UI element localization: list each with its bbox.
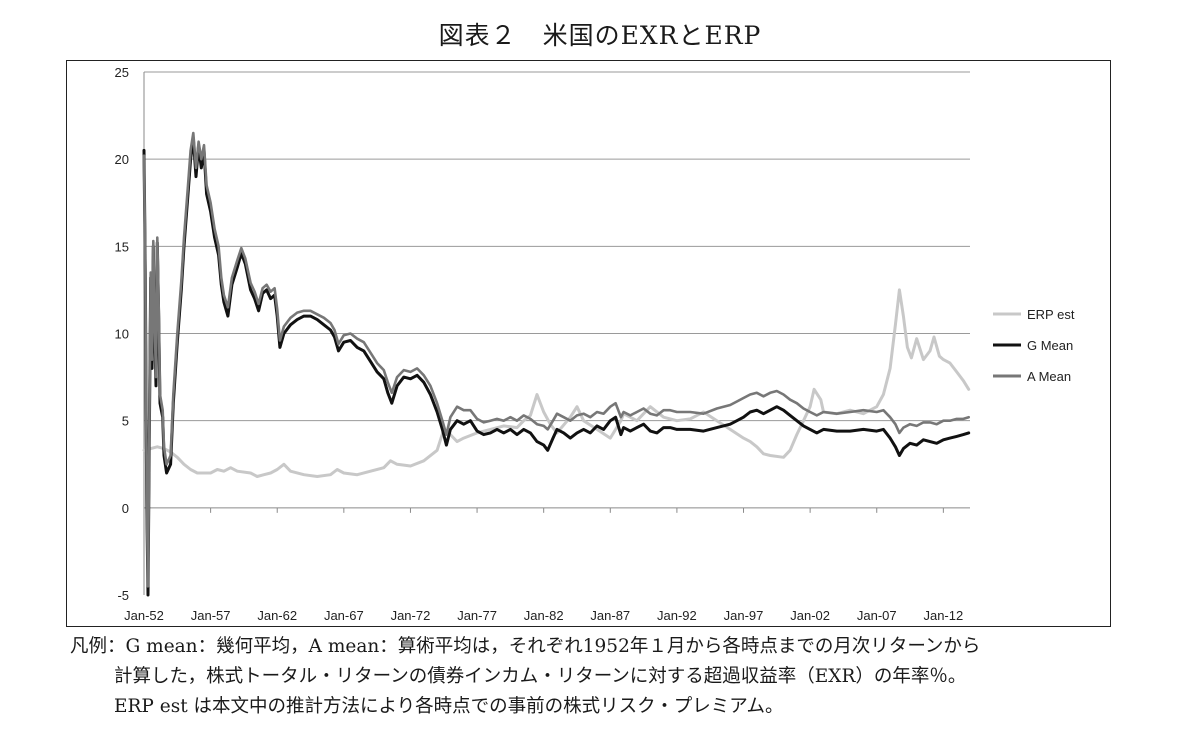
y-tick-label: 5: [122, 414, 129, 429]
x-tick-labels: Jan-52 Jan-57 Jan-62 Jan-67 Jan-72 Jan-77 Jan-…: [124, 608, 963, 623]
x-tick-label: Jan-62: [257, 608, 297, 623]
x-tick-label: Jan-92: [657, 608, 697, 623]
y-tick-label: 0: [122, 501, 129, 516]
figure-title: 図表２ 米国のEXRとERP: [438, 21, 762, 50]
caption-line-3: ERP est は本文中の推計方法により各時点での事前の株式リスク・プレミアム。: [114, 696, 784, 717]
x-tick-label: Jan-57: [191, 608, 231, 623]
chart-frame: -5 0 5 10 15 20 25 Jan-52 Jan-57 Jan-62 Jan-67 Jan…: [66, 60, 1111, 627]
x-tick-label: Jan-67: [324, 608, 364, 623]
y-tick-label: 15: [115, 239, 129, 254]
caption-line-1: 凡例：G mean：幾何平均，A mean：算術平均は，それぞれ1952年１月か…: [70, 636, 981, 657]
series-line-erp-est: [142, 288, 971, 478]
x-tick-label: Jan-02: [790, 608, 830, 623]
legend-label: G Mean: [1027, 338, 1073, 353]
series-lines: [142, 131, 971, 597]
x-tick-label: Jan-82: [524, 608, 564, 623]
y-tick-label: 20: [115, 152, 129, 167]
legend-label: A Mean: [1027, 369, 1071, 384]
y-tick-label: -5: [117, 588, 129, 603]
series-line-a-mean: [142, 131, 970, 588]
y-tick-label: 10: [115, 327, 129, 342]
legend: ERP est G Mean A Mean: [993, 307, 1075, 384]
x-tick-label: Jan-87: [590, 608, 630, 623]
y-tick-label: 25: [115, 65, 129, 80]
caption-line-2: 計算した，株式トータル・リターンの債券インカム・リターンに対する超過収益率（EX…: [114, 666, 967, 687]
legend-label: ERP est: [1027, 307, 1075, 322]
x-tick-label: Jan-12: [923, 608, 963, 623]
x-tick-label: Jan-77: [457, 608, 497, 623]
grid-lines: [144, 71, 970, 422]
series-line-g-mean: [142, 136, 971, 597]
figure-caption: 凡例：G mean：幾何平均，A mean：算術平均は，それぞれ1952年１月か…: [70, 632, 1190, 722]
x-tick-label: Jan-52: [124, 608, 164, 623]
x-tick-label: Jan-07: [857, 608, 897, 623]
x-tick-label: Jan-72: [391, 608, 431, 623]
x-tick-label: Jan-97: [724, 608, 764, 623]
y-tick-labels: -5 0 5 10 15 20 25: [115, 65, 129, 603]
